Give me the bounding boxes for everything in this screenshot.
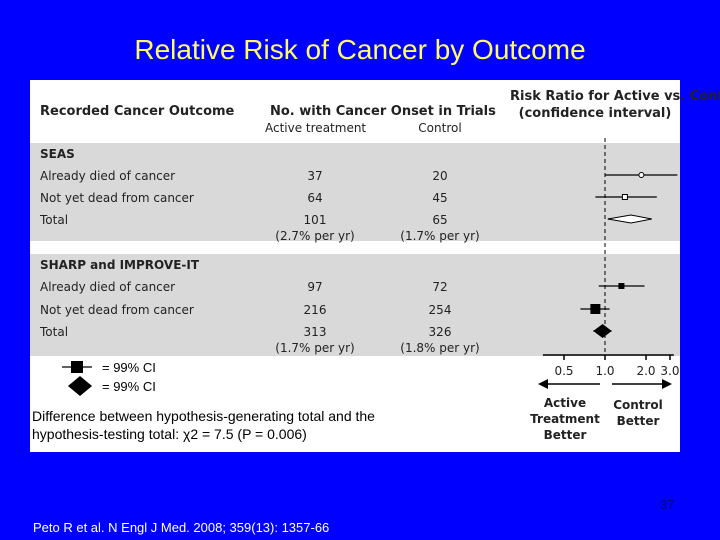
x-tick-label: 2.0	[636, 364, 655, 378]
legend-diamond-marker	[68, 376, 92, 396]
xlabel-left-2: Treatment	[530, 412, 600, 426]
shade-seas	[30, 143, 680, 241]
legend-diamond-text: = 99% CI	[102, 379, 156, 394]
point-marker	[638, 172, 645, 178]
xlabel-left-3: Better	[543, 428, 587, 442]
group-label-sharp: SHARP and IMPROVE-IT	[40, 258, 200, 272]
forest-plot: 0.5 1.0 2.0 3.0	[62, 138, 680, 396]
citation: Peto R et al. N Engl J Med. 2008; 359(13…	[33, 520, 330, 535]
row-label: Total	[40, 325, 69, 339]
row-control-count: 72	[432, 280, 448, 294]
row-control-count: 254	[428, 303, 452, 317]
shade-sharp	[30, 254, 680, 356]
group-label-seas: SEAS	[40, 147, 75, 161]
header-ratio-line1: Risk Ratio for Active vs. Control	[510, 89, 720, 104]
slide-title: Relative Risk of Cancer by Outcome	[134, 34, 586, 65]
header-control: Control	[418, 121, 462, 135]
point-marker	[607, 214, 652, 224]
x-tick-label: 1.0	[595, 364, 614, 378]
point-marker	[621, 194, 628, 200]
row-label: Total	[40, 213, 69, 227]
arrow-left-head	[538, 379, 548, 389]
row-active-count: 216	[303, 303, 327, 317]
row-control-count: 326	[428, 325, 452, 339]
header-counts: No. with Cancer Onset in Trials	[270, 104, 496, 119]
row-active-rate: (1.7% per yr)	[275, 341, 355, 355]
note-line1: Difference between hypothesis-generating…	[32, 408, 375, 424]
point-marker	[618, 283, 625, 289]
row-label: Not yet dead from cancer	[40, 303, 194, 317]
row-control-rate: (1.8% per yr)	[400, 341, 480, 355]
forest-plot-panel: Recorded Cancer Outcome No. with Cancer …	[30, 80, 720, 452]
row-control-count: 20	[432, 169, 448, 183]
row-active-count: 101	[303, 213, 327, 227]
x-tick-label: 3.0	[660, 364, 679, 378]
row-active-count: 97	[307, 280, 323, 294]
xlabel-left-1: Active	[543, 396, 587, 410]
xlabel-right-1: Control	[613, 398, 663, 412]
legend-square-text: = 99% CI	[102, 360, 156, 375]
header-active: Active treatment	[265, 121, 367, 135]
row-label: Already died of cancer	[40, 169, 176, 183]
row-active-count: 313	[303, 325, 327, 339]
page-number: 37	[660, 497, 675, 512]
row-label: Already died of cancer	[40, 280, 176, 294]
row-active-count: 37	[307, 169, 323, 183]
legend-square-marker	[71, 361, 83, 373]
header-ratio-line2: (confidence interval)	[518, 106, 672, 121]
xlabel-right-2: Better	[616, 414, 660, 428]
row-control-count: 65	[432, 213, 448, 227]
point-marker	[593, 324, 612, 338]
row-active-rate: (2.7% per yr)	[275, 229, 355, 243]
row-control-rate: (1.7% per yr)	[400, 229, 480, 243]
note-line2: hypothesis-testing total: χ2 = 7.5 (P = …	[32, 426, 307, 442]
row-label: Not yet dead from cancer	[40, 191, 194, 205]
header-outcome: Recorded Cancer Outcome	[40, 104, 235, 119]
x-tick-label: 0.5	[554, 364, 573, 378]
arrow-right-head	[662, 379, 672, 389]
row-active-count: 64	[307, 191, 323, 205]
point-marker	[590, 304, 601, 314]
row-control-count: 45	[432, 191, 448, 205]
